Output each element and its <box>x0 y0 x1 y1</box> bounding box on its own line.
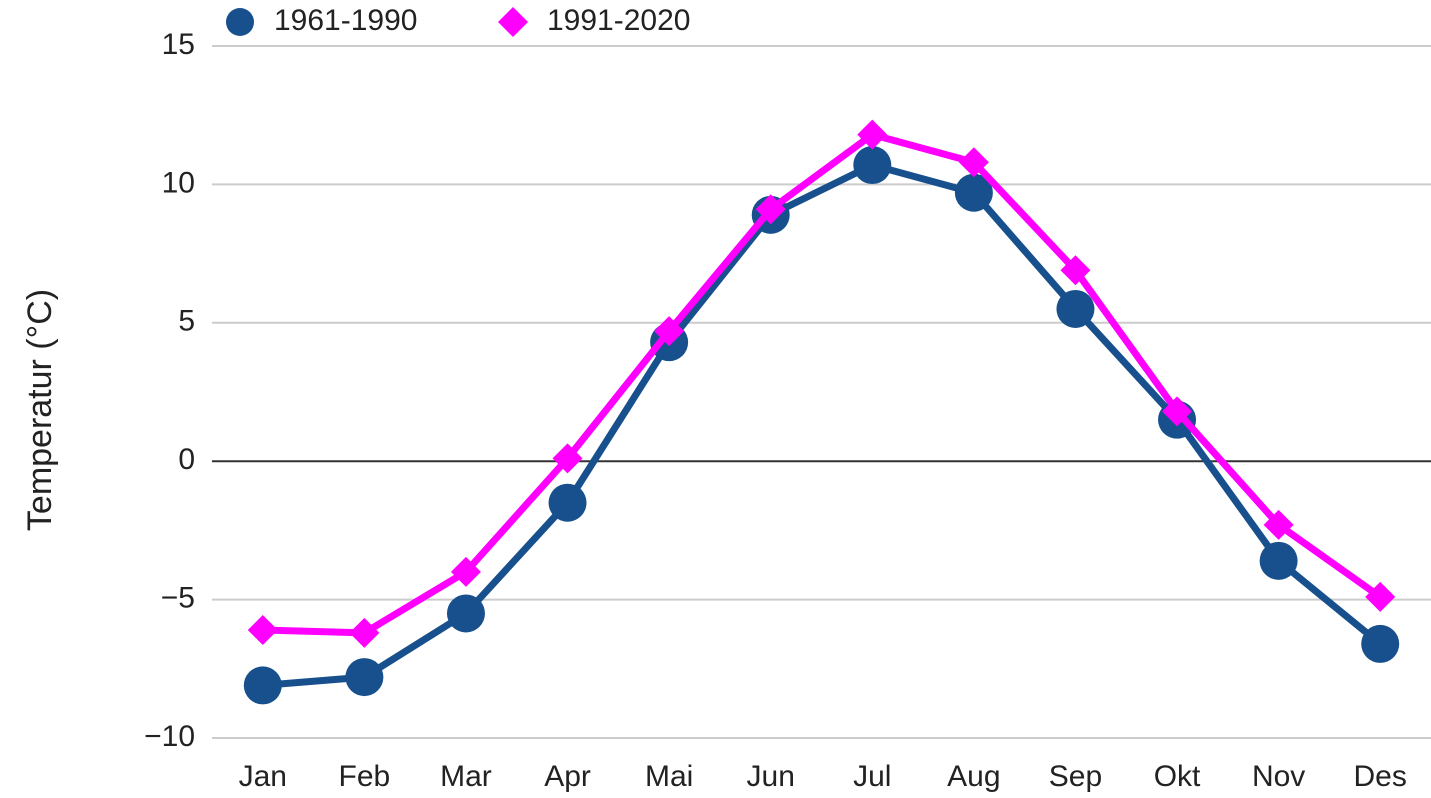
circle-marker <box>954 173 993 212</box>
legend-marker <box>226 8 254 36</box>
legend-label: 1991-2020 <box>547 4 690 37</box>
diamond-marker <box>349 617 380 648</box>
diamond-marker <box>1365 581 1396 612</box>
x-tick-label: Apr <box>544 760 591 793</box>
x-tick-label: Mar <box>440 760 492 793</box>
legend-label: 1961-1990 <box>274 4 417 37</box>
y-tick-label: 5 <box>178 305 195 338</box>
y-tick-label: 0 <box>178 443 195 476</box>
circle-marker <box>1259 541 1298 580</box>
x-tick-label: Feb <box>339 760 391 793</box>
diamond-marker <box>755 194 786 225</box>
circle-marker <box>853 146 892 185</box>
diamond-marker <box>1060 255 1091 286</box>
diamond-marker <box>552 443 583 474</box>
diamond-marker <box>654 316 685 347</box>
circle-marker <box>1056 289 1095 328</box>
diamond-marker <box>958 147 989 178</box>
y-tick-label: −5 <box>161 582 195 615</box>
series-line <box>262 131 1383 637</box>
x-tick-label: Nov <box>1252 760 1305 793</box>
diamond-marker <box>857 119 888 150</box>
x-tick-label: Jul <box>853 760 891 793</box>
circle-marker <box>345 658 384 697</box>
diamond-marker <box>1263 509 1294 540</box>
y-tick-label: −10 <box>144 720 195 753</box>
x-tick-label: Jan <box>239 760 287 793</box>
x-tick-label: Jun <box>747 760 795 793</box>
circle-marker <box>446 594 485 633</box>
x-tick-label: Aug <box>947 760 1000 793</box>
legend-marker <box>498 7 528 37</box>
x-tick-label: Sep <box>1049 760 1102 793</box>
circle-marker <box>548 483 587 522</box>
x-tick-label: Mai <box>645 760 693 793</box>
x-tick-label: Okt <box>1154 760 1201 793</box>
diamond-marker <box>247 615 278 646</box>
diamond-marker <box>1162 396 1193 427</box>
series-line <box>262 161 1383 689</box>
y-tick-label: 15 <box>162 28 195 61</box>
y-axis-label: Temperatur (°C) <box>21 289 59 531</box>
circle-marker <box>1361 624 1400 663</box>
circle-marker <box>243 666 282 705</box>
x-tick-label: Des <box>1354 760 1407 793</box>
diamond-marker <box>450 556 481 587</box>
y-tick-label: 10 <box>162 166 195 199</box>
